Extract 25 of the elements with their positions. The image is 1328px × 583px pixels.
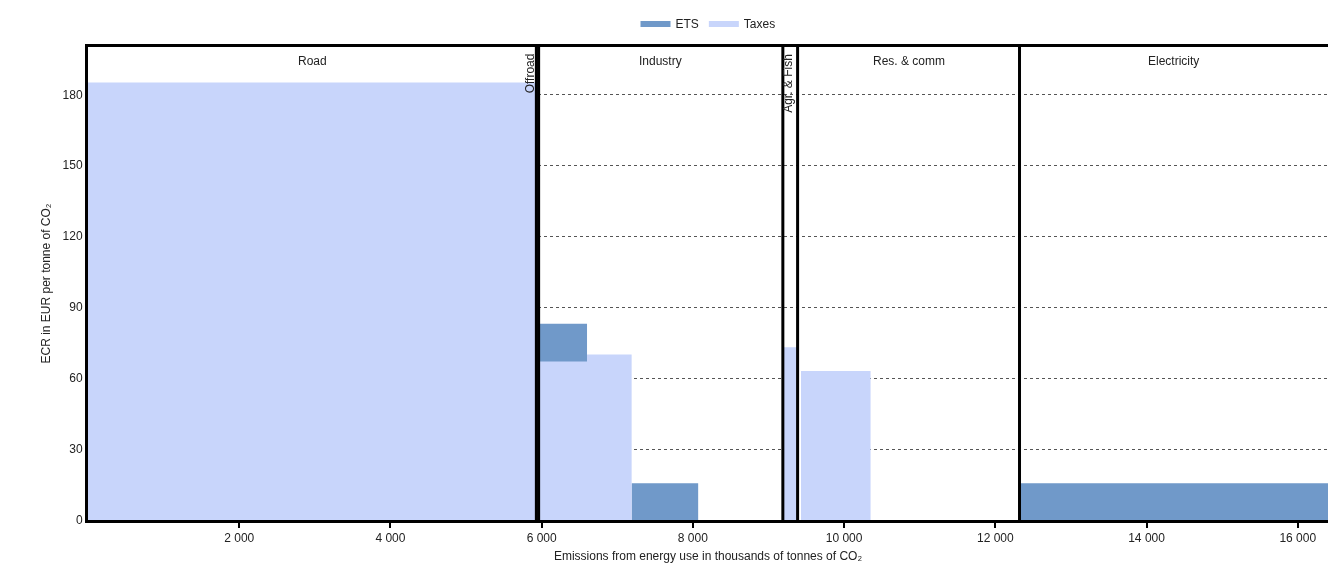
annotation: Offroad [522, 53, 537, 94]
y-tick-label: 30 [69, 442, 83, 457]
x-tick-label: 8 000 [677, 531, 709, 546]
annotation: Road [298, 54, 327, 68]
y-tick-label: 0 [75, 513, 83, 528]
y-tick-label: 150 [62, 158, 83, 173]
x-tick-label: 6 000 [526, 531, 557, 546]
annotation: Industry [639, 54, 682, 68]
y-tick-label: 90 [69, 300, 83, 315]
y-tick-label: 120 [62, 229, 83, 244]
y-tick-label: 60 [69, 371, 83, 386]
legend-label: Taxes [743, 16, 776, 31]
x-tick-label: 16 000 [1279, 531, 1317, 546]
x-tick-label: 14 000 [1128, 531, 1166, 546]
y-tick-label: 180 [62, 87, 83, 102]
x-tick-label: 10 000 [825, 531, 863, 546]
x-tick-label: 4 000 [375, 531, 406, 546]
annotation: Agr. & Fish [781, 54, 796, 113]
x-tick-label: 12 000 [976, 531, 1014, 546]
y-axis-title: ECR in EUR per tonne of CO₂ [38, 203, 53, 364]
x-tick-label: 2 000 [224, 531, 255, 546]
x-axis-title: Emissions from energy use in thousands of tonnes of CO₂ [553, 549, 863, 564]
annotation: Res. & comm [873, 54, 946, 68]
annotation: Electricity [1148, 54, 1200, 68]
legend-label: ETS [675, 16, 699, 31]
